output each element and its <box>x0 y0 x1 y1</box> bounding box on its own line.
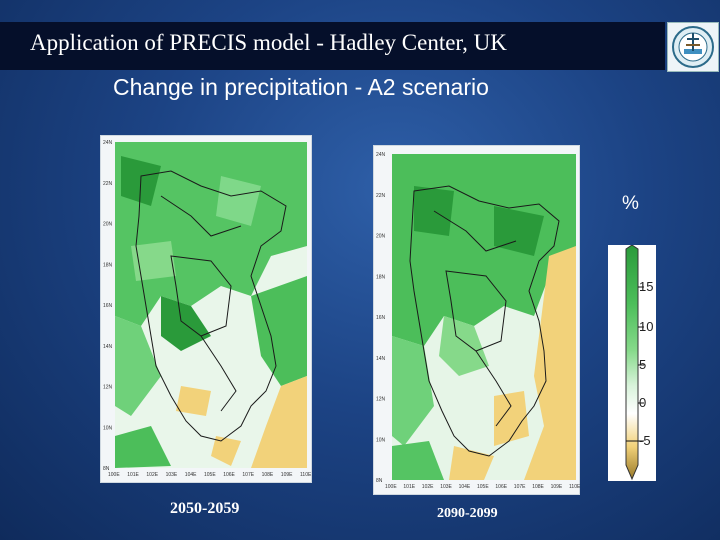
lon-tick-label: 100E <box>385 484 397 490</box>
map2-coastline <box>409 185 560 457</box>
lat-tick-label: 18N <box>103 262 113 268</box>
slide-subtitle: Change in precipitation - A2 scenario <box>113 74 489 100</box>
lon-tick-label: 110E <box>569 484 581 490</box>
lat-tick-label: 20N <box>376 234 386 240</box>
lon-tick-label: 107E <box>514 484 526 490</box>
lon-tick-label: 101E <box>403 484 415 490</box>
lon-tick-label: 109E <box>551 484 563 490</box>
lat-tick-label: 14N <box>376 356 386 362</box>
lat-tick-label: 12N <box>376 397 386 403</box>
lon-tick-label: 105E <box>477 484 489 490</box>
precipitation-map-2050-2059: 8N 10N 12N 14N 16N 18N 20N 22N 24N 100E 101E 102E 1… <box>100 135 312 483</box>
lon-tick-label: 103E <box>166 472 178 478</box>
period-label-2090-2099: 2090-2099 <box>437 506 498 521</box>
legend-colorbar <box>625 245 639 481</box>
title-bar <box>0 22 665 70</box>
lon-tick-label: 100E <box>108 472 120 478</box>
lat-tick-label: 22N <box>103 181 113 187</box>
lat-tick-label: 14N <box>103 344 113 350</box>
legend-tick-10: 10 <box>639 319 654 334</box>
map1-decrease-areas <box>176 376 307 468</box>
lon-tick-label: 104E <box>185 472 197 478</box>
lat-tick-label: 22N <box>376 193 386 199</box>
legend-tick-0: 0 <box>639 395 647 410</box>
map1-coastline <box>135 170 287 442</box>
lon-tick-label: 107E <box>242 472 254 478</box>
map2-decrease-areas <box>449 246 576 480</box>
lat-tick-label: 16N <box>103 303 113 309</box>
map1-green-fields <box>115 142 307 468</box>
institute-emblem-icon <box>672 26 714 68</box>
precipitation-map-2090-2099: 8N 10N 12N 14N 16N 18N 20N 22N 24N 100E 101E 102E 1… <box>373 145 581 495</box>
legend-tick-5: 5 <box>639 357 647 372</box>
lat-tick-label: 24N <box>376 152 386 158</box>
lon-tick-label: 105E <box>204 472 216 478</box>
lon-tick-label: 101E <box>127 472 139 478</box>
legend-tick-marks <box>626 286 644 442</box>
lat-tick-label: 8N <box>376 478 383 484</box>
lat-tick-label: 20N <box>103 222 113 228</box>
institute-logo <box>667 22 719 72</box>
slide-title: Application of PRECIS model - Hadley Cen… <box>30 30 507 55</box>
lon-tick-label: 108E <box>262 472 274 478</box>
lon-tick-label: 106E <box>223 472 235 478</box>
lon-tick-label: 102E <box>146 472 158 478</box>
lon-tick-label: 108E <box>532 484 544 490</box>
map2-green-fields <box>392 154 576 480</box>
lon-tick-label: 106E <box>495 484 507 490</box>
lon-tick-label: 103E <box>440 484 452 490</box>
lat-tick-label: 18N <box>376 274 386 280</box>
lon-tick-label: 110E <box>300 472 312 478</box>
lat-tick-label: 8N <box>103 466 110 472</box>
lat-tick-label: 10N <box>103 425 113 431</box>
lat-tick-label: 16N <box>376 315 386 321</box>
legend-tick-15: 15 <box>639 279 654 294</box>
lon-tick-label: 109E <box>281 472 293 478</box>
color-legend: 15 10 5 0 -5 <box>608 245 656 481</box>
lat-tick-label: 10N <box>376 437 386 443</box>
lon-tick-label: 102E <box>422 484 434 490</box>
lon-tick-label: 104E <box>459 484 471 490</box>
lat-tick-label: 24N <box>103 140 113 146</box>
period-label-2050-2059: 2050-2059 <box>170 500 240 517</box>
legend-unit: % <box>622 193 639 214</box>
legend-tick-neg5: -5 <box>639 433 651 448</box>
lat-tick-label: 12N <box>103 385 113 391</box>
